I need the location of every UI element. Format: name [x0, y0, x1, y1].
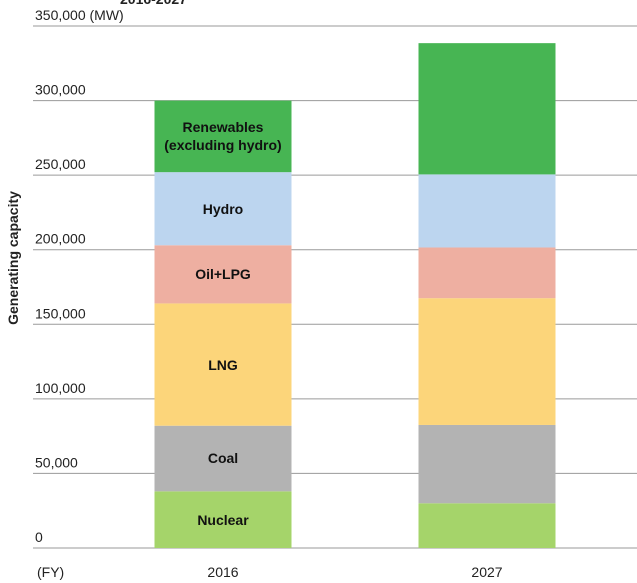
bar-segment — [154, 425, 292, 492]
bar-segment — [154, 172, 292, 246]
y-tick-label: 200,000 — [35, 231, 86, 247]
bar-segment — [418, 43, 556, 175]
y-tick-label: 350,000 (MW) — [35, 7, 124, 23]
y-tick-label: 0 — [35, 529, 43, 545]
bar-segment — [418, 503, 556, 548]
y-tick-label: 50,000 — [35, 454, 78, 470]
bar-segment — [154, 245, 292, 304]
x-tick-label: 2027 — [471, 564, 502, 580]
segment-label: Renewables (excluding hydro) — [164, 119, 282, 154]
y-axis-label: Generating capacity — [5, 191, 21, 325]
bar-segment — [418, 247, 556, 299]
bar-segment — [418, 298, 556, 425]
segment-label: Nuclear — [197, 511, 249, 528]
y-tick-label: 300,000 — [35, 82, 86, 98]
x-axis-label: (FY) — [37, 564, 64, 580]
y-tick-label: 100,000 — [35, 380, 86, 396]
segment-label: Coal — [207, 450, 239, 467]
segment-label: LNG — [208, 356, 238, 373]
chart-title: 2016-2027 — [120, 0, 187, 7]
bar-segment — [418, 424, 556, 504]
bar-segment — [418, 174, 556, 248]
segment-label: Hydro — [202, 200, 244, 217]
bar-segment — [154, 100, 292, 173]
bar-segment — [154, 491, 292, 548]
x-tick-label: 2016 — [207, 564, 238, 580]
segment-label: Oil+LPG — [195, 266, 251, 283]
y-tick-label: 150,000 — [35, 305, 86, 321]
bar-segment — [154, 303, 292, 426]
y-tick-label: 250,000 — [35, 156, 86, 172]
